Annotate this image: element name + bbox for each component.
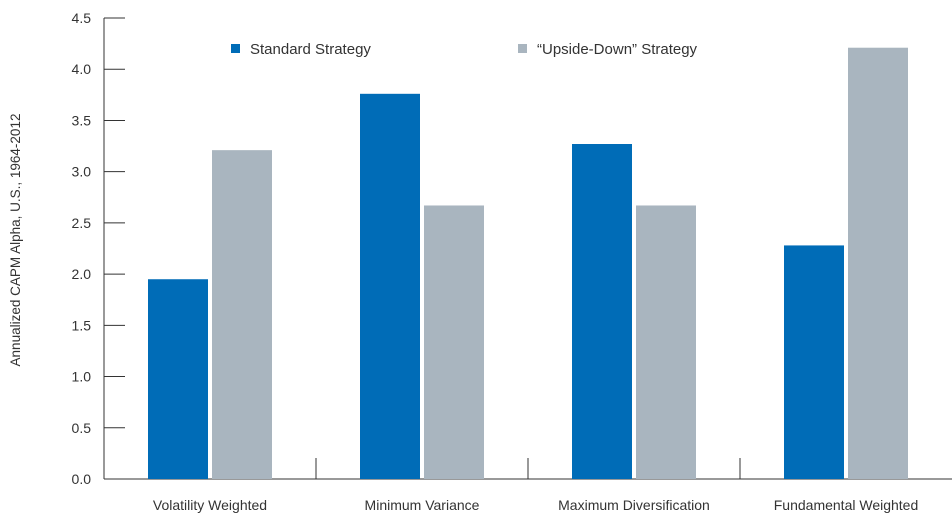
legend-swatch (231, 44, 240, 53)
y-tick-label: 1.5 (72, 317, 92, 333)
category-label: Maximum Diversification (558, 497, 710, 513)
bar-upside-down-1 (424, 205, 484, 479)
legend-swatch (518, 44, 527, 53)
bars (148, 47, 908, 480)
y-tick-label: 4.0 (72, 61, 92, 77)
bar-upside-down-0 (212, 150, 272, 480)
y-axis-label: Annualized CAPM Alpha, U.S., 1964-2012 (8, 114, 23, 367)
y-tick-label: 2.0 (72, 266, 92, 282)
legend: Standard Strategy “Upside-Down” Strategy (231, 41, 698, 58)
y-tick-label: 0.5 (72, 420, 92, 436)
category-separators (315, 458, 741, 479)
legend-label: Standard Strategy (250, 41, 371, 58)
category-label: Minimum Variance (365, 497, 480, 513)
bar-standard-1 (360, 93, 420, 479)
legend-label: “Upside-Down” Strategy (537, 41, 698, 58)
bar-standard-3 (784, 245, 844, 479)
y-ticks: 0.0 0.5 1.0 1.5 2.0 2.5 3.0 3.5 4.0 4.5 (72, 10, 125, 487)
y-tick-label: 4.5 (72, 10, 92, 26)
y-tick-label: 1.0 (72, 369, 92, 385)
y-tick-label: 3.5 (72, 112, 92, 128)
y-tick-label: 0.0 (72, 471, 92, 487)
bar-standard-0 (148, 279, 208, 479)
y-tick-label: 3.0 (72, 164, 92, 180)
category-label: Volatility Weighted (153, 497, 267, 513)
y-tick-label: 2.5 (72, 215, 92, 231)
category-label: Fundamental Weighted (774, 497, 919, 513)
bar-standard-2 (572, 144, 632, 480)
category-labels: Volatility Weighted Minimum Variance Maxim… (153, 497, 918, 513)
bar-upside-down-2 (636, 205, 696, 479)
bar-upside-down-3 (848, 47, 908, 479)
